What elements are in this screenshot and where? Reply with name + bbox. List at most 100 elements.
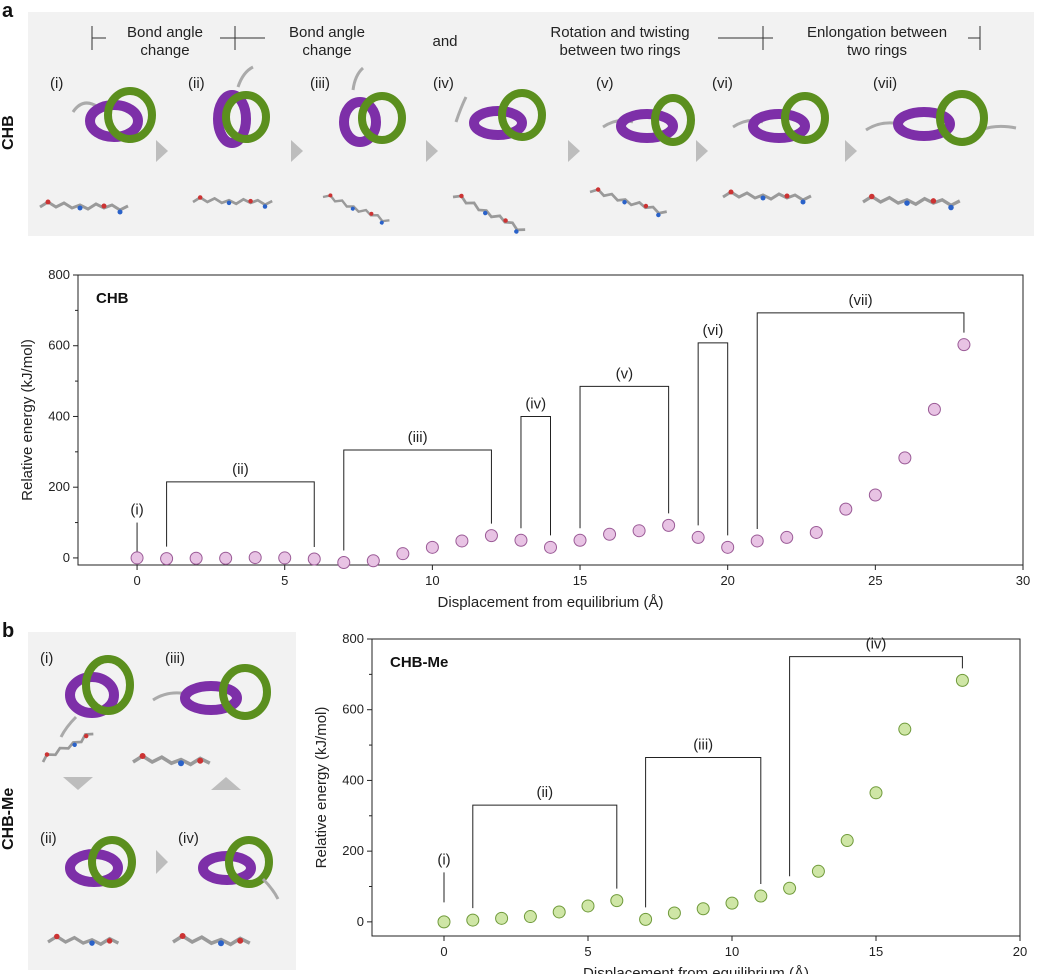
step-label-v: (v): [596, 75, 614, 92]
chb-ytick-label: 600: [48, 338, 70, 353]
chbme-xtick-label: 20: [1013, 944, 1027, 959]
chbme-annotation-label: (iv): [866, 636, 887, 653]
stage-header-5: Enlongation between two rings: [782, 24, 972, 60]
chbme-ytick-label: 600: [342, 702, 364, 717]
chbme-data-point: [667, 906, 681, 920]
chbme-data-point: [639, 912, 653, 926]
b-step-label-ii: (ii): [40, 830, 57, 847]
step-label-vi: (vi): [712, 75, 733, 92]
catenane-v: [602, 94, 695, 146]
chbme-data-point: [466, 913, 480, 927]
chb-annotation-label: (vi): [703, 322, 724, 339]
chb-data-point: [750, 534, 764, 548]
chb-annotation-label: (vii): [849, 292, 873, 309]
chbme-data-point: [869, 786, 883, 800]
chb-data-point: [839, 502, 853, 516]
chb-annotation-bracket: [343, 449, 492, 551]
stage-header-4-line2: between two rings: [559, 42, 681, 59]
b-catenane-i: [59, 655, 134, 738]
chbme-data-point: [725, 896, 739, 910]
panel-a-molecule-illustrations: [38, 65, 1017, 236]
chbme-annotation-label: (ii): [536, 784, 553, 801]
chb-data-point: [573, 533, 587, 547]
stage-header-1-line2: change: [140, 42, 190, 59]
chb-data-point: [691, 530, 705, 544]
chbme-data-point: [495, 911, 509, 925]
catenane-iii: [339, 66, 406, 147]
chbme-y-axis-label: Relative energy (kJ/mol): [313, 707, 330, 869]
panel-b-side-label: CHB-Me: [0, 787, 17, 850]
panel-a-side-label: CHB: [0, 115, 17, 150]
chb-annotation-bracket: [166, 481, 315, 547]
chb-data-point: [425, 540, 439, 554]
stage-header-2-line2: change: [302, 42, 352, 59]
chb-data-point: [307, 552, 321, 566]
chb-annotation-bracket: [756, 312, 965, 529]
chbme-data-point: [811, 864, 825, 878]
step-label-vii: (vii): [873, 75, 898, 92]
chb-data-point: [514, 533, 528, 547]
chb-ytick-label: 400: [48, 408, 70, 423]
chbme-data-point: [696, 902, 710, 916]
chbme-annotation-bracket: [789, 656, 963, 877]
b-catenane-ii: [65, 836, 136, 888]
chbme-data-point: [523, 910, 537, 924]
chb-data-point: [160, 552, 174, 566]
panel-a-letter: a: [2, 0, 14, 22]
chb-annotation-label: (v): [616, 365, 634, 382]
chbme-x-axis-label: Displacement from equilibrium (Å): [583, 965, 809, 974]
chbme-data-point: [783, 881, 797, 895]
chbme-annotation-bracket: [472, 804, 618, 909]
chb-data-point: [544, 540, 557, 554]
panel-b-letter: b: [2, 620, 15, 642]
chbme-ytick-label: 0: [357, 914, 364, 929]
chb-annotation-bracket: [579, 385, 670, 529]
chb-annotation-bracket: [697, 342, 729, 536]
chb-ytick-label: 800: [48, 267, 70, 282]
step-label-i: (i): [50, 75, 64, 92]
chbme-data-point: [581, 899, 595, 913]
chb-xtick-label: 5: [281, 573, 288, 588]
chb-data-point: [484, 529, 498, 543]
chb-xtick-label: 20: [720, 573, 734, 588]
catenane-i: [71, 87, 156, 143]
chbme-annotation-label: (iii): [693, 736, 713, 753]
chb-data-point: [219, 551, 233, 565]
stage-header-3: and: [420, 33, 470, 51]
catenane-ii: [213, 65, 270, 148]
chbme-data-point: [610, 894, 624, 908]
chb-plot-frame: [77, 274, 1024, 566]
stage-header-3-line1: and: [432, 33, 458, 50]
panel-b-arrows: [63, 777, 241, 874]
b-catenane-iv: [198, 836, 280, 900]
chbme-ytick-label: 800: [342, 631, 364, 646]
chbme-xtick-label: 15: [869, 944, 883, 959]
chbme-data-point: [955, 673, 969, 687]
step-label-iv: (iv): [433, 75, 454, 92]
chb-annotation-bracket: [520, 415, 551, 536]
chbme-xtick-label: 10: [725, 944, 739, 959]
chb-data-point: [809, 525, 823, 539]
chb-y-axis-label: Relative energy (kJ/mol): [19, 339, 36, 501]
stage-header-2: Bond angle change: [262, 24, 392, 60]
chb-data-point: [130, 551, 144, 565]
chbme-data-point: [552, 905, 566, 919]
chbme-xtick-label: 0: [440, 944, 447, 959]
chb-xtick-label: 25: [868, 573, 882, 588]
chb-data-point: [898, 451, 912, 465]
chb-annotation-label: (i): [130, 502, 143, 519]
chb-xtick-label: 30: [1016, 573, 1030, 588]
chb-annotation-label: (iii): [408, 429, 428, 446]
chb-data-point: [337, 556, 351, 570]
chb-data-point: [455, 534, 469, 548]
stage-header-5-line2: two rings: [846, 42, 908, 59]
b-catenane-iii: [152, 664, 271, 720]
chb-data-point: [662, 518, 676, 532]
stage-header-4: Rotation and twisting between two rings: [520, 24, 720, 60]
stage-dividers: [91, 26, 981, 50]
chbme-ytick-label: 400: [342, 772, 364, 787]
chbme-data-point: [754, 889, 768, 903]
chbme-chart-title: CHB-Me: [390, 654, 448, 671]
chbme-data-point: [840, 834, 854, 848]
